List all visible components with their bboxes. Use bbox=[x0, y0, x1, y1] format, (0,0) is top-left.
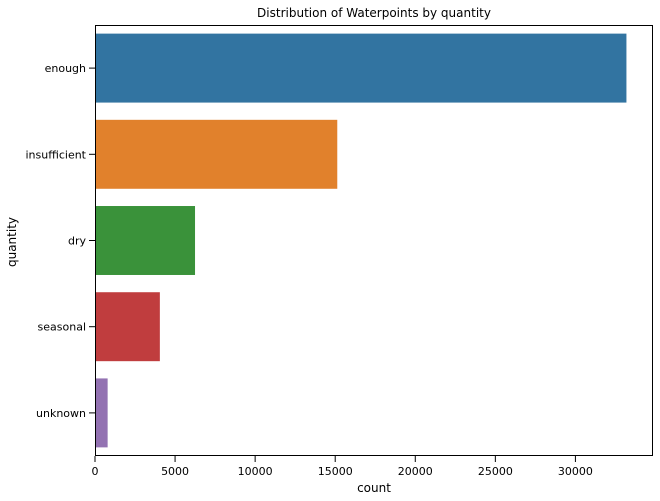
x-tick-label-0: 0 bbox=[92, 465, 99, 478]
plot-frame bbox=[95, 25, 653, 456]
y-axis-label: quantity bbox=[5, 217, 19, 267]
chart-title: Distribution of Waterpoints by quantity bbox=[257, 6, 491, 20]
x-axis-label: count bbox=[357, 481, 391, 495]
x-axis: 0 5000 10000 15000 20000 25000 30000 bbox=[92, 456, 593, 478]
y-tick-label-enough: enough bbox=[45, 62, 86, 75]
bar-unknown bbox=[95, 378, 108, 448]
bar-seasonal bbox=[95, 292, 160, 362]
bars-group bbox=[95, 33, 627, 448]
bar-enough bbox=[95, 33, 627, 103]
x-tick-label-20000: 20000 bbox=[398, 465, 433, 478]
y-tick-label-insufficient: insufficient bbox=[25, 148, 86, 161]
x-tick-label-10000: 10000 bbox=[238, 465, 273, 478]
x-tick-label-30000: 30000 bbox=[558, 465, 593, 478]
y-tick-label-unknown: unknown bbox=[36, 407, 86, 420]
x-tick-label-15000: 15000 bbox=[318, 465, 353, 478]
bar-dry bbox=[95, 206, 196, 275]
x-tick-label-5000: 5000 bbox=[161, 465, 189, 478]
bar-insufficient bbox=[95, 119, 338, 189]
y-tick-label-seasonal: seasonal bbox=[38, 321, 86, 334]
y-tick-label-dry: dry bbox=[68, 235, 87, 248]
x-tick-label-25000: 25000 bbox=[478, 465, 513, 478]
y-axis: enough insufficient dry seasonal unknown bbox=[25, 62, 95, 420]
